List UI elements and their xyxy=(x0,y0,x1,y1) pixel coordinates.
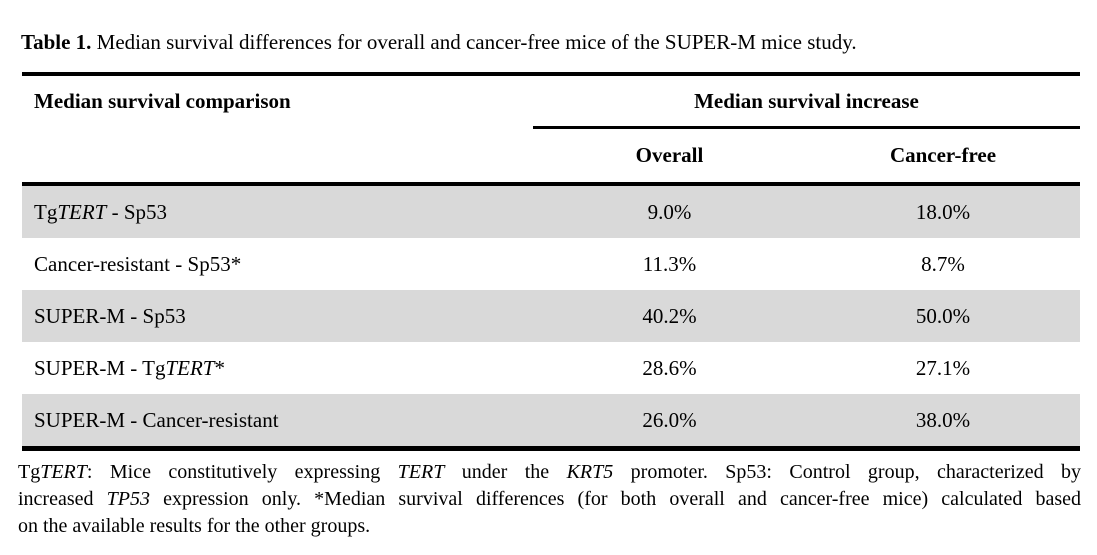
footnote-line: on the available results for the other g… xyxy=(18,515,371,537)
cancer-free-value: 50.0% xyxy=(915,303,971,328)
overall-value: 9.0% xyxy=(647,199,692,224)
cancer-free-value: 8.7% xyxy=(921,251,965,276)
table-row: Cancer-resistant - Sp53* 11.3% 8.7% xyxy=(22,238,1080,290)
footnote: TgTERT: Mice constitutively expressing T… xyxy=(18,459,1081,540)
table-row: TgTERT - Sp53 9.0% 18.0% xyxy=(22,186,1080,238)
table-body: TgTERT - Sp53 9.0% 18.0% Cancer-resistan… xyxy=(22,186,1080,446)
table-subheader-row: Overall Cancer-free xyxy=(22,129,1080,186)
table-header-row: Median survival comparison Median surviv… xyxy=(22,76,1080,129)
overall-value: 28.6% xyxy=(642,355,697,380)
row-label: SUPER-M - TgTERT* xyxy=(34,355,225,380)
table-row: SUPER-M - TgTERT* 28.6% 27.1% xyxy=(22,342,1080,394)
survival-table: Median survival comparison Median surviv… xyxy=(22,72,1080,451)
row-label: SUPER-M - Sp53 xyxy=(34,303,186,328)
footnote-line: increased TP53 expression only. *Median … xyxy=(18,488,1081,510)
table-row: SUPER-M - Cancer-resistant 26.0% 38.0% xyxy=(22,394,1080,446)
row-label: TgTERT - Sp53 xyxy=(34,199,168,224)
cancer-free-value: 38.0% xyxy=(915,407,971,432)
row-label: Cancer-resistant - Sp53* xyxy=(34,251,242,276)
column-header-comparison: Median survival comparison xyxy=(34,89,291,113)
overall-value: 40.2% xyxy=(642,303,697,328)
cancer-free-value: 18.0% xyxy=(915,199,971,224)
cancer-free-value: 27.1% xyxy=(915,355,971,380)
column-header-cancer-free: Cancer-free xyxy=(889,143,997,167)
overall-value: 26.0% xyxy=(642,407,697,432)
footnote-line: TgTERT: Mice constitutively expressing T… xyxy=(18,461,1081,483)
column-group-median-survival-increase: Median survival increase xyxy=(533,76,1080,129)
overall-value: 11.3% xyxy=(642,251,697,276)
column-header-overall: Overall xyxy=(635,143,704,167)
table-caption: Table 1. Median survival differences for… xyxy=(21,30,857,54)
row-label: SUPER-M - Cancer-resistant xyxy=(34,407,279,432)
table-row: SUPER-M - Sp53 40.2% 50.0% xyxy=(22,290,1080,342)
